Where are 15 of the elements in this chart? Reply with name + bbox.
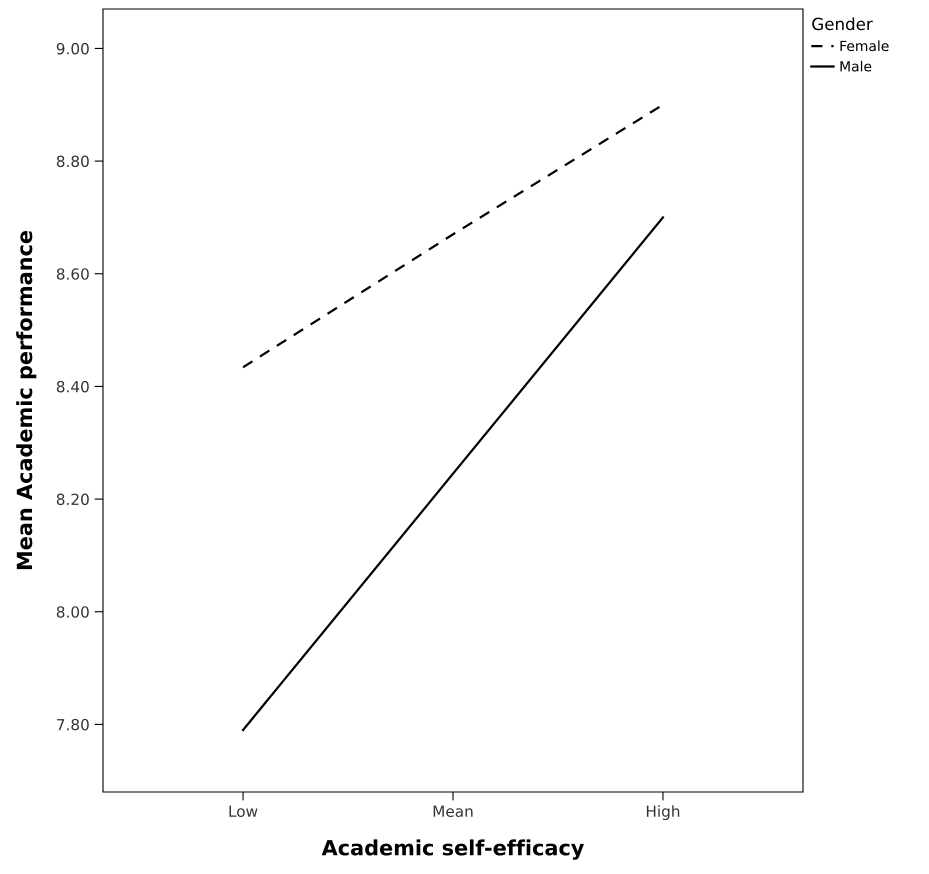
y-tick-label: 8.80 <box>56 156 89 168</box>
x-tick-label: High <box>646 805 680 820</box>
y-tick-label: 7.80 <box>57 718 89 730</box>
legend-label: Female <box>840 40 889 52</box>
y-tick-label: 8.00 <box>56 606 89 618</box>
y-tick-label: 8.60 <box>56 268 89 280</box>
legend-label: Male <box>840 60 872 72</box>
x-axis-title: Academic self-efficacy <box>322 839 584 860</box>
y-tick-label: 9.00 <box>56 42 89 54</box>
x-tick-label: Low <box>229 806 258 818</box>
legend-title: Gender <box>812 17 873 30</box>
y-tick-label: 8.20 <box>56 494 89 506</box>
x-tick-label: Mean <box>434 806 473 818</box>
y-axis-title: Mean Academic performance <box>16 230 36 570</box>
y-tick-label: 8.40 <box>56 380 89 392</box>
